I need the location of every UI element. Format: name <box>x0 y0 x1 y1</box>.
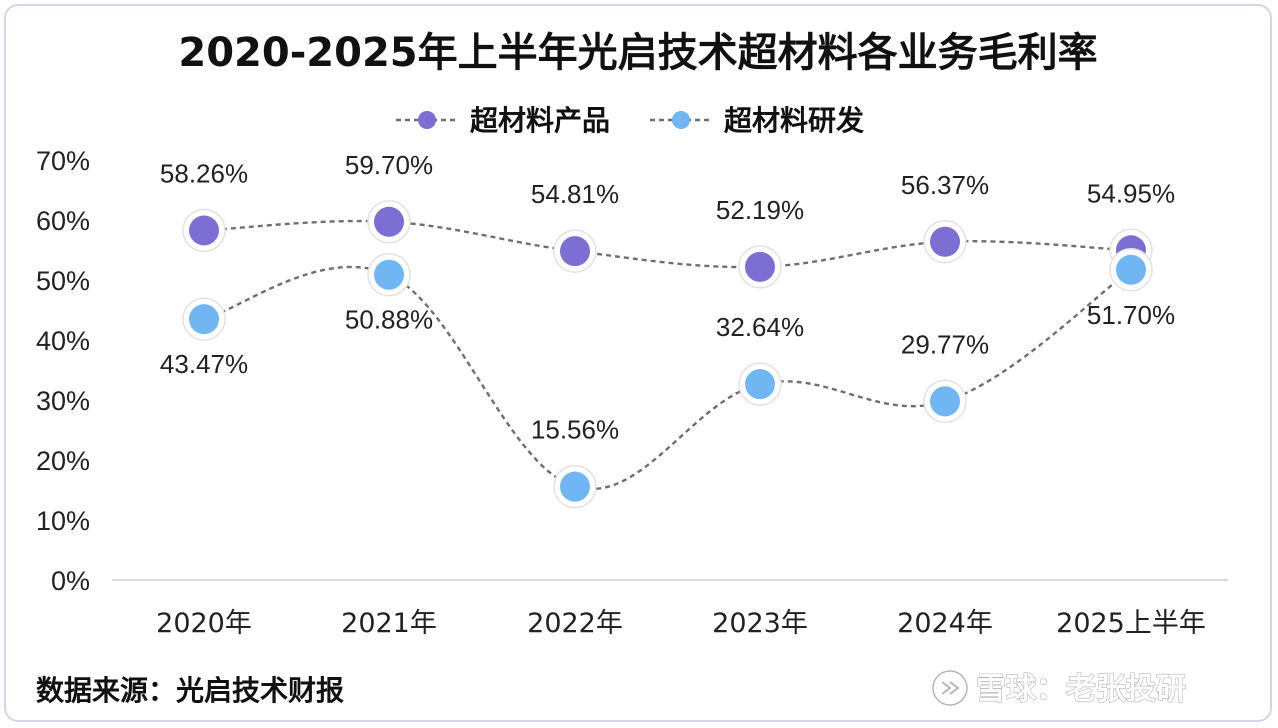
data-point <box>367 252 411 297</box>
y-tick-label: 40% <box>36 326 90 356</box>
data-point <box>182 208 226 253</box>
x-tick-label: 2022年 <box>527 608 623 639</box>
data-label: 56.37% <box>901 170 989 200</box>
x-tick-label: 2020年 <box>156 608 252 639</box>
data-point <box>923 379 967 424</box>
y-axis: 0% 10% 20% 30% 40% 50% 60% 70% <box>36 146 90 596</box>
data-point <box>738 245 782 289</box>
y-tick-label: 60% <box>36 206 90 236</box>
data-point <box>923 220 967 264</box>
x-tick-label: 2024年 <box>897 608 993 639</box>
y-tick-label: 70% <box>36 146 90 176</box>
data-label: 54.95% <box>1087 178 1175 208</box>
data-label: 15.56% <box>531 415 619 445</box>
watermark: 雪球：老张投研 <box>932 670 1187 708</box>
x-tick-label: 2023年 <box>712 608 808 639</box>
source-note: 数据来源：光启技术财报 <box>36 674 344 707</box>
series-markers <box>182 200 1153 509</box>
y-tick-label: 10% <box>36 506 90 536</box>
legend-item: 超材料研发 <box>650 104 864 137</box>
data-label: 52.19% <box>716 195 804 225</box>
y-tick-label: 0% <box>51 566 90 596</box>
data-point <box>1109 248 1153 292</box>
series-line-2 <box>203 265 1132 491</box>
data-label: 54.81% <box>531 179 619 209</box>
data-label: 58.26% <box>160 158 248 188</box>
legend: 超材料产品 超材料研发 <box>396 104 864 137</box>
series-lines <box>203 219 1132 491</box>
y-tick-label: 50% <box>36 266 90 296</box>
legend-item: 超材料产品 <box>396 104 610 137</box>
legend-label: 超材料产品 <box>470 104 610 137</box>
x-tick-label: 2021年 <box>341 608 437 639</box>
data-label: 50.88% <box>345 305 433 335</box>
legend-marker <box>672 111 690 129</box>
series-line-1 <box>203 219 1132 269</box>
y-tick-label: 20% <box>36 446 90 476</box>
watermark-text: 雪球：老张投研 <box>976 672 1186 707</box>
data-label: 32.64% <box>716 312 804 342</box>
data-label: 51.70% <box>1087 300 1175 330</box>
data-point <box>738 362 782 406</box>
legend-label: 超材料研发 <box>724 104 864 137</box>
data-label: 59.70% <box>345 150 433 180</box>
x-axis: 2020年 2021年 2022年 2023年 2024年 2025上半年 <box>156 608 1206 639</box>
data-label: 29.77% <box>901 329 989 359</box>
xueqiu-logo-icon <box>932 670 968 706</box>
data-point <box>367 200 411 244</box>
chart-frame <box>4 4 1272 722</box>
chart-title: 2020-2025年上半年光启技术超材料各业务毛利率 <box>178 30 1097 76</box>
data-point <box>182 297 226 341</box>
data-point <box>553 229 597 273</box>
data-labels: 58.26% 59.70% 54.81% 52.19% 56.37% 54.95% 43.4… <box>160 150 1175 445</box>
x-tick-label: 2025上半年 <box>1056 608 1206 639</box>
legend-marker <box>418 111 436 129</box>
data-label: 43.47% <box>160 349 248 379</box>
data-point <box>553 464 597 509</box>
y-tick-label: 30% <box>36 386 90 416</box>
